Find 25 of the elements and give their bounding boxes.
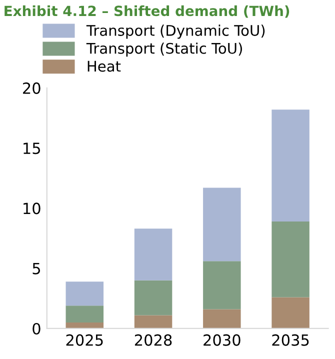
bar [203, 261, 241, 310]
bar [66, 322, 104, 328]
x-tick-label: 2025 [66, 334, 103, 346]
bar [272, 110, 310, 222]
x-tick-label: 2028 [134, 334, 172, 346]
y-tick-label: 5 [32, 263, 40, 274]
legend-label: Heat [88, 60, 121, 72]
bar [203, 309, 241, 328]
legend-label: Transport (Dynamic ToU) [86, 24, 265, 39]
x-tick-label: 2030 [204, 334, 240, 346]
bar [134, 228, 172, 280]
legend-label: Transport (Static ToU) [86, 42, 242, 57]
bar [272, 221, 310, 298]
bar [134, 280, 172, 316]
bar [203, 188, 241, 262]
y-tick-label: 0 [32, 322, 40, 335]
bar [134, 315, 172, 328]
bar [66, 306, 104, 322]
y-tick-label: 10 [24, 202, 40, 214]
chart-title: Exhibit 4.12 – Shifted demand (TWh) [4, 5, 290, 18]
bar [66, 282, 104, 306]
bar [272, 297, 310, 328]
y-tick-label: 20 [23, 82, 40, 94]
x-tick-label: 2035 [272, 334, 309, 346]
y-tick-label: 15 [24, 142, 40, 154]
